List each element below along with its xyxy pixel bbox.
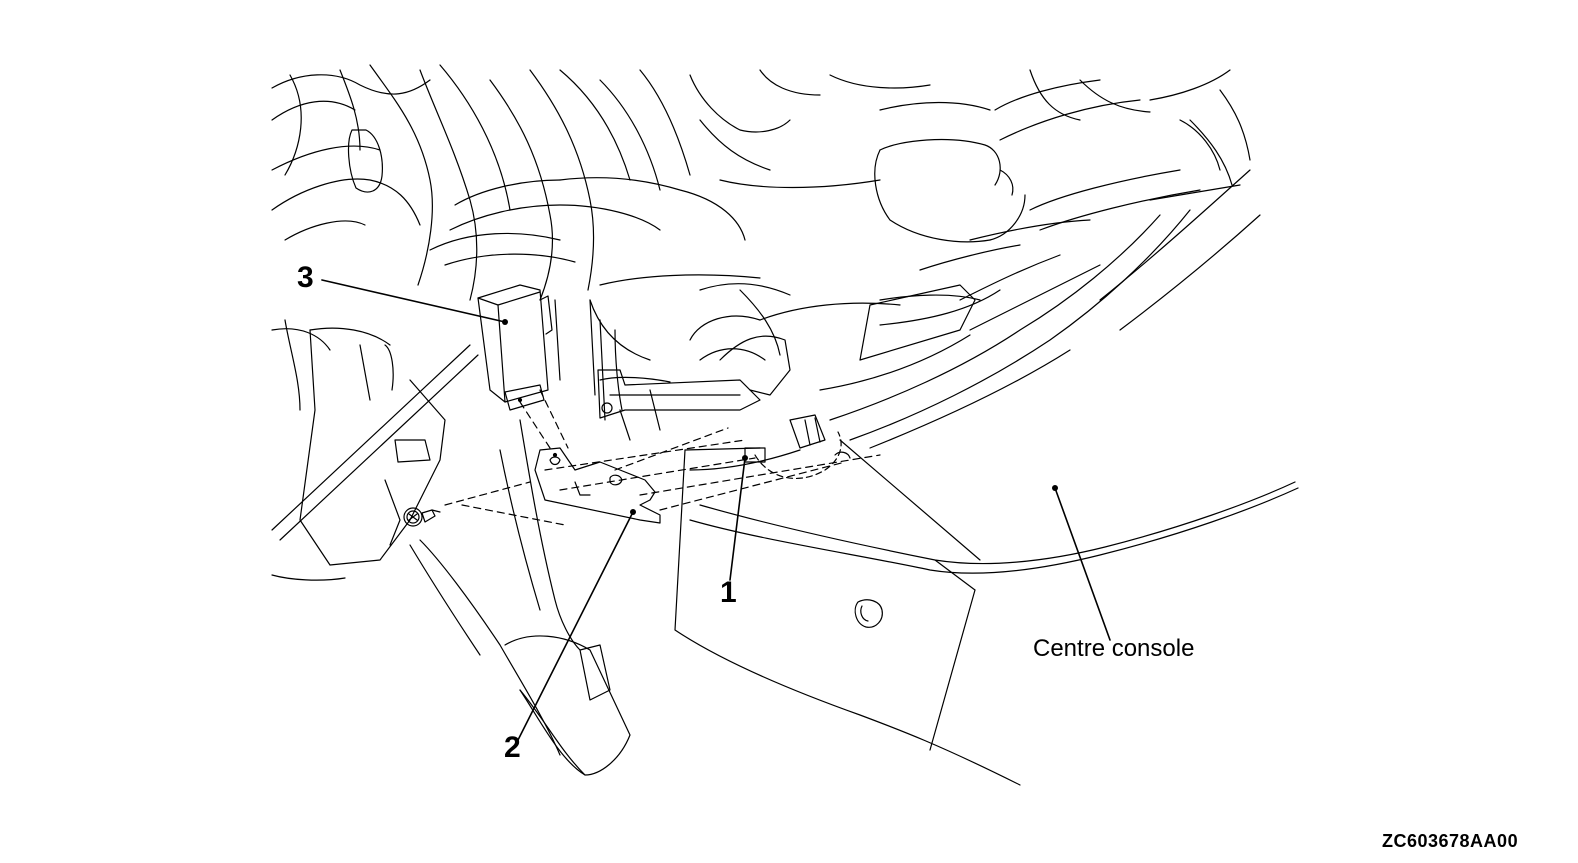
figure-code: ZC603678AA00: [1382, 831, 1519, 851]
wiring-harness-background: [272, 65, 1260, 360]
screw: [404, 508, 440, 526]
pedal-and-lower-structure: [272, 300, 630, 775]
mounting-plate-assembly: [598, 316, 850, 478]
callout-1: 1: [720, 576, 737, 609]
callout-3: 3: [297, 261, 314, 294]
bracket: [535, 448, 660, 523]
leader-lines: [322, 280, 1110, 740]
control-unit-box: [478, 285, 552, 410]
assembly-guide-lines: [445, 390, 880, 525]
centre-console-structure: [675, 210, 1298, 785]
callout-2: 2: [504, 731, 521, 764]
centre-console-label: Centre console: [1033, 635, 1195, 662]
